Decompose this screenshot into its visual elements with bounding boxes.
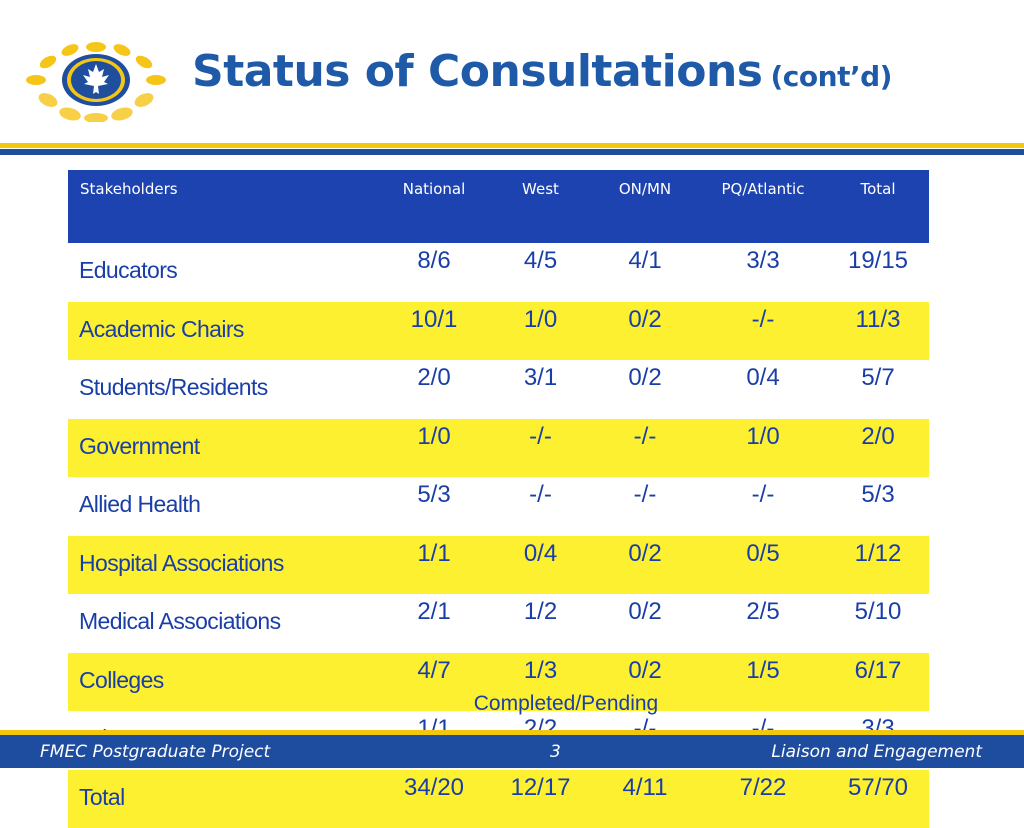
total-cell: 1/12 (827, 536, 929, 595)
table-caption: Completed/Pending (0, 692, 1024, 716)
column-header-pq-atlantic: PQ/Atlantic (699, 170, 827, 243)
stakeholder-cell: Medical Associations (68, 594, 378, 653)
pq-atlantic-cell: -/- (699, 302, 827, 361)
west-cell: 4/5 (490, 243, 591, 302)
table-row: Students/Residents 2/0 3/1 0/2 0/4 5/7 (68, 360, 929, 419)
national-cell: 8/6 (378, 243, 490, 302)
column-header-stakeholders: Stakeholders (68, 170, 378, 243)
national-cell: 2/1 (378, 594, 490, 653)
table-row: Academic Chairs 10/1 1/0 0/2 -/- 11/3 (68, 302, 929, 361)
on-mn-cell: 4/11 (591, 770, 699, 828)
west-cell: 3/1 (490, 360, 591, 419)
stakeholder-cell: Allied Health (68, 477, 378, 536)
table-header-row: Stakeholders National West ON/MN PQ/Atla… (68, 170, 929, 243)
column-header-west: West (490, 170, 591, 243)
total-cell: 57/70 (827, 770, 929, 828)
title-subtitle: (cont’d) (771, 60, 892, 93)
national-cell: 34/20 (378, 770, 490, 828)
west-cell: 1/0 (490, 302, 591, 361)
total-cell: 5/3 (827, 477, 929, 536)
stakeholder-cell: Academic Chairs (68, 302, 378, 361)
stakeholder-cell: Hospital Associations (68, 536, 378, 595)
stakeholder-cell: Total (68, 770, 378, 828)
column-header-on-mn: ON/MN (591, 170, 699, 243)
footer-section-name: Liaison and Engagement (771, 742, 982, 762)
header-rule-blue (0, 149, 1024, 155)
total-cell: 5/7 (827, 360, 929, 419)
on-mn-cell: 0/2 (591, 594, 699, 653)
west-cell: -/- (490, 419, 591, 478)
national-cell: 2/0 (378, 360, 490, 419)
table-row: Educators 8/6 4/5 4/1 3/3 19/15 (68, 243, 929, 302)
table-row: Government 1/0 -/- -/- 1/0 2/0 (68, 419, 929, 478)
national-cell: 10/1 (378, 302, 490, 361)
table-row: Hospital Associations 1/1 0/4 0/2 0/5 1/… (68, 536, 929, 595)
on-mn-cell: -/- (591, 477, 699, 536)
on-mn-cell: 0/2 (591, 536, 699, 595)
pq-atlantic-cell: 1/0 (699, 419, 827, 478)
table-row: Medical Associations 2/1 1/2 0/2 2/5 5/1… (68, 594, 929, 653)
total-cell: 11/3 (827, 302, 929, 361)
national-cell: 1/0 (378, 419, 490, 478)
national-cell: 1/1 (378, 536, 490, 595)
on-mn-cell: 0/2 (591, 302, 699, 361)
west-cell: -/- (490, 477, 591, 536)
total-cell: 19/15 (827, 243, 929, 302)
title-text: Status of Consultations (192, 46, 763, 97)
pq-atlantic-cell: -/- (699, 477, 827, 536)
maple-leaf-sun-logo (24, 38, 168, 122)
stakeholder-cell: Educators (68, 243, 378, 302)
table-row: Allied Health 5/3 -/- -/- -/- 5/3 (68, 477, 929, 536)
west-cell: 1/2 (490, 594, 591, 653)
total-cell: 5/10 (827, 594, 929, 653)
page-title: Status of Consultations(cont’d) (192, 46, 892, 97)
header-rule-gold (0, 143, 1024, 148)
national-cell: 5/3 (378, 477, 490, 536)
on-mn-cell: -/- (591, 419, 699, 478)
footer-page-number: 3 (550, 742, 561, 762)
pq-atlantic-cell: 2/5 (699, 594, 827, 653)
pq-atlantic-cell: 0/5 (699, 536, 827, 595)
pq-atlantic-cell: 3/3 (699, 243, 827, 302)
pq-atlantic-cell: 7/22 (699, 770, 827, 828)
column-header-national: National (378, 170, 490, 243)
footer-project-name: FMEC Postgraduate Project (40, 742, 270, 762)
west-cell: 12/17 (490, 770, 591, 828)
stakeholder-cell: Government (68, 419, 378, 478)
on-mn-cell: 4/1 (591, 243, 699, 302)
pq-atlantic-cell: 0/4 (699, 360, 827, 419)
total-cell: 2/0 (827, 419, 929, 478)
table-row-total: Total 34/20 12/17 4/11 7/22 57/70 (68, 770, 929, 828)
column-header-total: Total (827, 170, 929, 243)
footer-bar: FMEC Postgraduate Project 3 Liaison and … (0, 735, 1024, 768)
on-mn-cell: 0/2 (591, 360, 699, 419)
west-cell: 0/4 (490, 536, 591, 595)
stakeholder-cell: Students/Residents (68, 360, 378, 419)
